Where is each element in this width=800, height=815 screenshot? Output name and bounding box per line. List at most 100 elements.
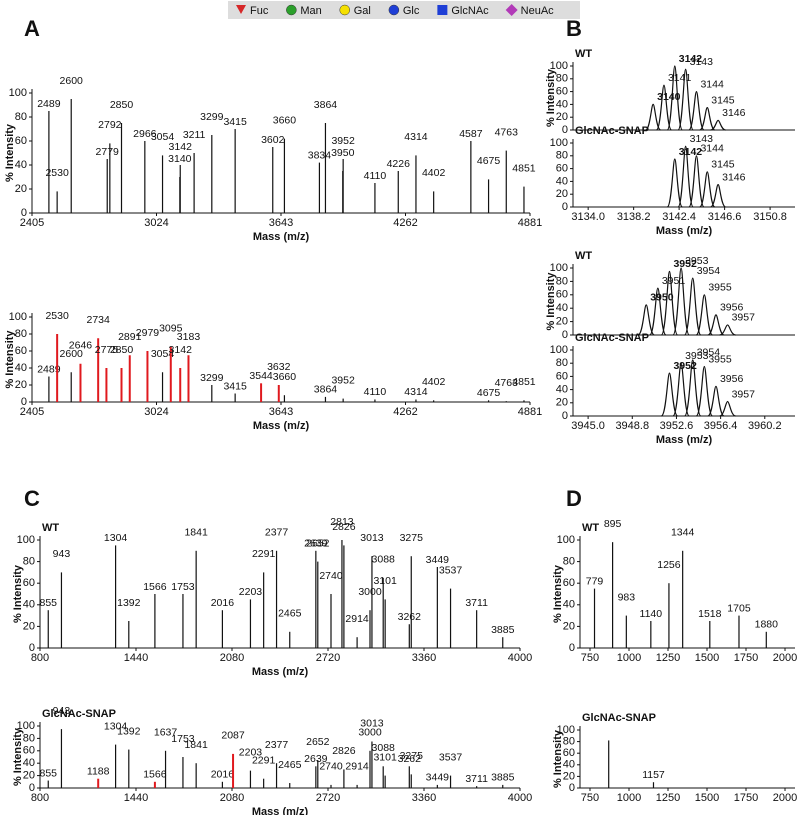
peak-label: 2377 — [265, 527, 289, 539]
peak-label: 2600 — [60, 348, 84, 360]
peak-label: 2465 — [278, 759, 302, 771]
peak-label: 3142 — [169, 344, 193, 356]
peak-label: 3660 — [273, 114, 297, 126]
peak-label: 1880 — [755, 619, 779, 631]
isotope-peak — [660, 372, 679, 417]
peak-label: 3885 — [491, 624, 515, 636]
peak-label: 1705 — [727, 602, 751, 614]
peak-label: 1566 — [143, 581, 167, 593]
x-tick-label: 4881 — [518, 406, 542, 418]
sample-label: GlcNAc-SNAP — [582, 712, 656, 724]
peak-label: 3262 — [398, 611, 422, 623]
isotope-peak — [666, 158, 683, 208]
x-axis-label: Mass (m/z) — [252, 666, 309, 678]
y-tick-label: 80 — [556, 275, 568, 287]
peak-label: 1140 — [640, 608, 663, 620]
isotope-peak — [655, 84, 673, 131]
y-tick-label: 100 — [557, 724, 575, 736]
legend-label: Fuc — [250, 5, 269, 17]
peak-label: 3537 — [439, 564, 463, 576]
isotope-peak — [688, 155, 705, 208]
y-tick-label: 80 — [23, 732, 35, 744]
peak-label: 4314 — [404, 386, 428, 398]
peak-label: 3013 — [360, 532, 384, 544]
peak-label: 3101 — [373, 751, 397, 763]
sample-label: WT — [582, 522, 599, 534]
peak-label: 2652 — [306, 537, 330, 549]
y-tick-label: 20 — [556, 397, 568, 409]
y-tick-label: 80 — [563, 556, 575, 568]
peak-label: 4402 — [422, 376, 446, 388]
peak-label: 2016 — [211, 769, 235, 781]
x-axis-label: Mass (m/z) — [253, 231, 310, 243]
peak-label: 3140 — [168, 153, 192, 165]
y-tick-label: 40 — [563, 759, 575, 771]
peak-label: 2652 — [306, 736, 330, 748]
y-tick-label: 0 — [21, 396, 27, 408]
y-tick-label: 60 — [563, 747, 575, 759]
peak-label: 2914 — [345, 761, 369, 773]
peak-label: 2850 — [110, 344, 134, 356]
y-tick-label: 100 — [9, 87, 27, 99]
peak-label: 4763 — [495, 377, 519, 389]
y-tick-label: 100 — [550, 344, 568, 356]
x-tick-label: 2000 — [773, 652, 797, 664]
x-tick-label: 2720 — [316, 792, 340, 804]
x-tick-label: 2405 — [20, 406, 44, 418]
y-tick-label: 0 — [21, 207, 27, 219]
x-tick-label: 3360 — [412, 792, 436, 804]
peak-label: 2639 — [304, 753, 328, 765]
x-tick-label: 1750 — [734, 792, 758, 804]
x-axis-label: Mass (m/z) — [252, 806, 309, 815]
y-tick-label: 60 — [23, 577, 35, 589]
y-tick-label: 20 — [15, 183, 27, 195]
peak-label: 4226 — [387, 158, 411, 170]
y-tick-label: 100 — [550, 60, 568, 72]
isotope-peak — [719, 400, 736, 417]
peak-label: 3711 — [465, 773, 488, 785]
x-axis-label: Mass (m/z) — [656, 434, 713, 446]
y-tick-label: 40 — [556, 175, 568, 187]
legend-symbol — [286, 4, 297, 16]
y-tick-label: 20 — [563, 770, 575, 782]
y-tick-label: 0 — [29, 642, 35, 654]
peak-label: 1841 — [184, 527, 208, 539]
peak-label: 2779 — [96, 146, 120, 158]
peak-label: 943 — [53, 705, 71, 717]
x-tick-label: 750 — [581, 792, 599, 804]
y-tick-label: 0 — [562, 329, 568, 341]
peak-label: 3834 — [308, 149, 332, 161]
peak-label: 3143 — [690, 133, 714, 145]
y-tick-label: 60 — [23, 745, 35, 757]
peak-label: 3954 — [697, 347, 721, 359]
peak-label: 3544 — [249, 370, 273, 382]
peak-label: 2489 — [37, 363, 61, 375]
peak-label: 3144 — [700, 143, 724, 155]
peak-label: 1157 — [642, 769, 665, 781]
y-tick-label: 80 — [15, 111, 27, 123]
peak-label: 3952 — [331, 374, 355, 386]
x-tick-label: 3142.4 — [662, 211, 696, 223]
peak-label: 4110 — [364, 170, 387, 182]
y-tick-label: 20 — [556, 188, 568, 200]
isotope-peak — [699, 171, 716, 208]
y-tick-label: 20 — [23, 770, 35, 782]
y-tick-label: 60 — [556, 370, 568, 382]
peak-label: 3956 — [720, 373, 744, 385]
peak-label: 2203 — [239, 746, 263, 758]
x-tick-label: 3024 — [144, 217, 168, 229]
y-tick-label: 100 — [550, 262, 568, 274]
peak-label: 855 — [39, 597, 57, 609]
peak-label: 3141 — [668, 72, 692, 84]
y-tick-label: 20 — [556, 111, 568, 123]
y-tick-label: 40 — [556, 98, 568, 110]
peak-label: 2966 — [133, 128, 157, 140]
isotope-peak — [666, 65, 683, 131]
isotope-peak — [683, 359, 702, 417]
peak-label: 2826 — [332, 745, 356, 757]
y-tick-label: 80 — [15, 328, 27, 340]
isotope-peak — [637, 304, 655, 336]
peak-label: 4675 — [477, 155, 501, 167]
peak-label: 983 — [618, 591, 636, 603]
